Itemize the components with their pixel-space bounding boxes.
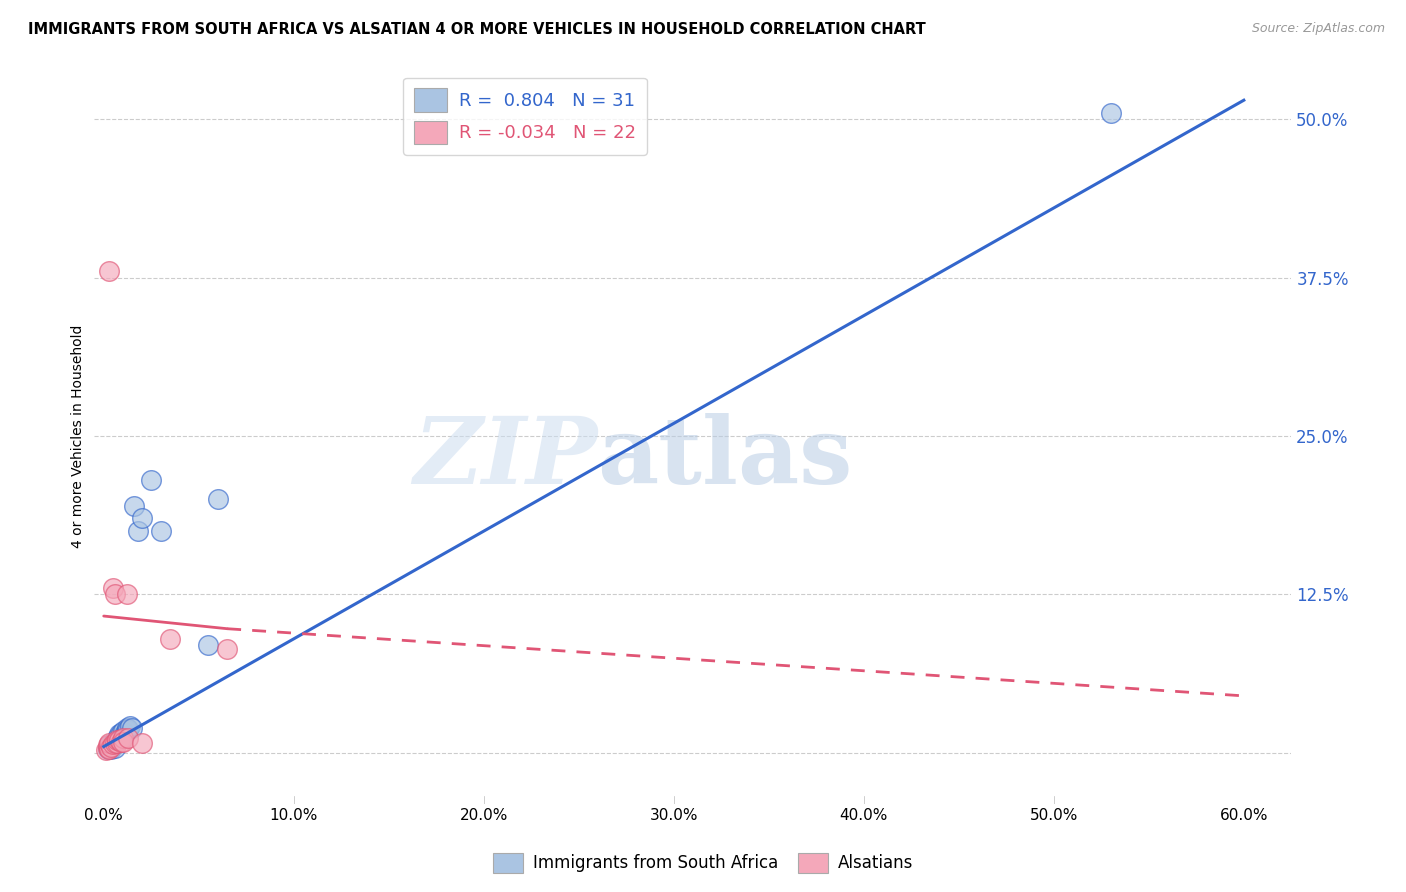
- Point: [96, 742, 118, 756]
- Point: [98, 740, 121, 755]
- Legend: R =  0.804   N = 31, R = -0.034   N = 22: R = 0.804 N = 31, R = -0.034 N = 22: [404, 78, 647, 154]
- Point: [98, 264, 121, 278]
- Point: [110, 734, 132, 748]
- Point: [108, 730, 131, 744]
- Point: [103, 581, 125, 595]
- Point: [94, 743, 117, 757]
- Point: [149, 524, 172, 538]
- Point: [100, 742, 122, 756]
- Point: [105, 733, 128, 747]
- Point: [104, 740, 127, 755]
- Point: [141, 474, 163, 488]
- Point: [111, 734, 134, 748]
- Point: [114, 725, 136, 739]
- Point: [105, 731, 128, 745]
- Point: [115, 723, 138, 738]
- Point: [111, 730, 134, 744]
- Text: atlas: atlas: [598, 413, 852, 503]
- Point: [117, 731, 139, 745]
- Point: [98, 736, 121, 750]
- Point: [1099, 106, 1122, 120]
- Point: [120, 719, 142, 733]
- Point: [115, 587, 138, 601]
- Point: [197, 638, 219, 652]
- Point: [98, 742, 121, 756]
- Point: [110, 731, 132, 745]
- Point: [207, 492, 229, 507]
- Point: [115, 721, 138, 735]
- Point: [105, 733, 128, 747]
- Point: [103, 737, 125, 751]
- Point: [117, 722, 139, 736]
- Point: [104, 736, 127, 750]
- Point: [159, 632, 181, 646]
- Point: [96, 739, 118, 753]
- Text: ZIP: ZIP: [413, 413, 598, 503]
- Point: [100, 739, 122, 754]
- Point: [104, 736, 127, 750]
- Legend: Immigrants from South Africa, Alsatians: Immigrants from South Africa, Alsatians: [486, 847, 920, 880]
- Text: IMMIGRANTS FROM SOUTH AFRICA VS ALSATIAN 4 OR MORE VEHICLES IN HOUSEHOLD CORRELA: IMMIGRANTS FROM SOUTH AFRICA VS ALSATIAN…: [28, 22, 927, 37]
- Y-axis label: 4 or more Vehicles in Household: 4 or more Vehicles in Household: [72, 325, 86, 548]
- Point: [110, 725, 132, 739]
- Point: [131, 511, 153, 525]
- Point: [217, 642, 239, 657]
- Point: [96, 740, 118, 755]
- Point: [131, 736, 153, 750]
- Point: [104, 587, 127, 601]
- Point: [108, 727, 131, 741]
- Point: [122, 499, 145, 513]
- Point: [105, 736, 128, 750]
- Point: [108, 733, 131, 747]
- Point: [103, 736, 125, 750]
- Point: [98, 739, 121, 753]
- Point: [111, 724, 134, 739]
- Point: [111, 731, 134, 745]
- Point: [100, 739, 122, 753]
- Point: [121, 721, 143, 735]
- Point: [127, 524, 149, 538]
- Text: Source: ZipAtlas.com: Source: ZipAtlas.com: [1251, 22, 1385, 36]
- Point: [103, 737, 125, 751]
